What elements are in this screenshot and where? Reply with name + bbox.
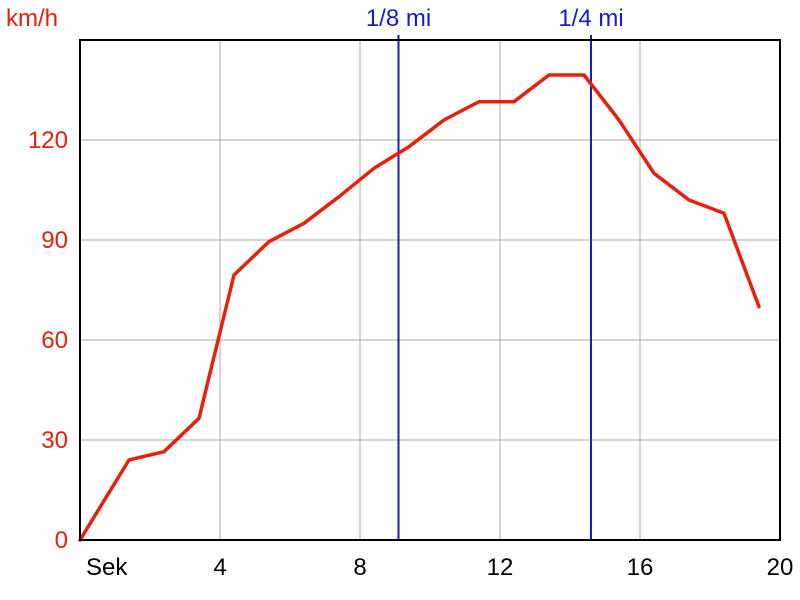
y-tick-label: 0 [55,527,68,554]
x-tick-labels: 4 8 12 16 20 [213,554,793,581]
distance-marker-label: 1/4 mi [558,5,623,32]
x-tick-label: 12 [487,554,514,581]
plot-frame [79,39,781,541]
x-tick-label: 8 [353,554,366,581]
x-tick-label: 16 [627,554,654,581]
x-axis-unit-label: Sek [86,554,128,581]
marker-labels: 1/8 mi 1/4 mi [366,5,624,32]
y-tick-label: 90 [41,227,68,254]
y-axis-unit-label: km/h [6,5,58,32]
y-tick-label: 120 [28,127,68,154]
series-layer [78,73,761,542]
distance-marker-label: 1/8 mi [366,5,431,32]
y-tick-label: 30 [41,427,68,454]
y-tick-label: 60 [41,327,68,354]
x-tick-label: 4 [213,554,226,581]
y-tick-labels: 0 30 60 90 120 [28,127,68,554]
grid [80,40,780,540]
speed-series-line [78,73,761,542]
distance-markers [397,35,592,540]
x-tick-label: 20 [767,554,794,581]
